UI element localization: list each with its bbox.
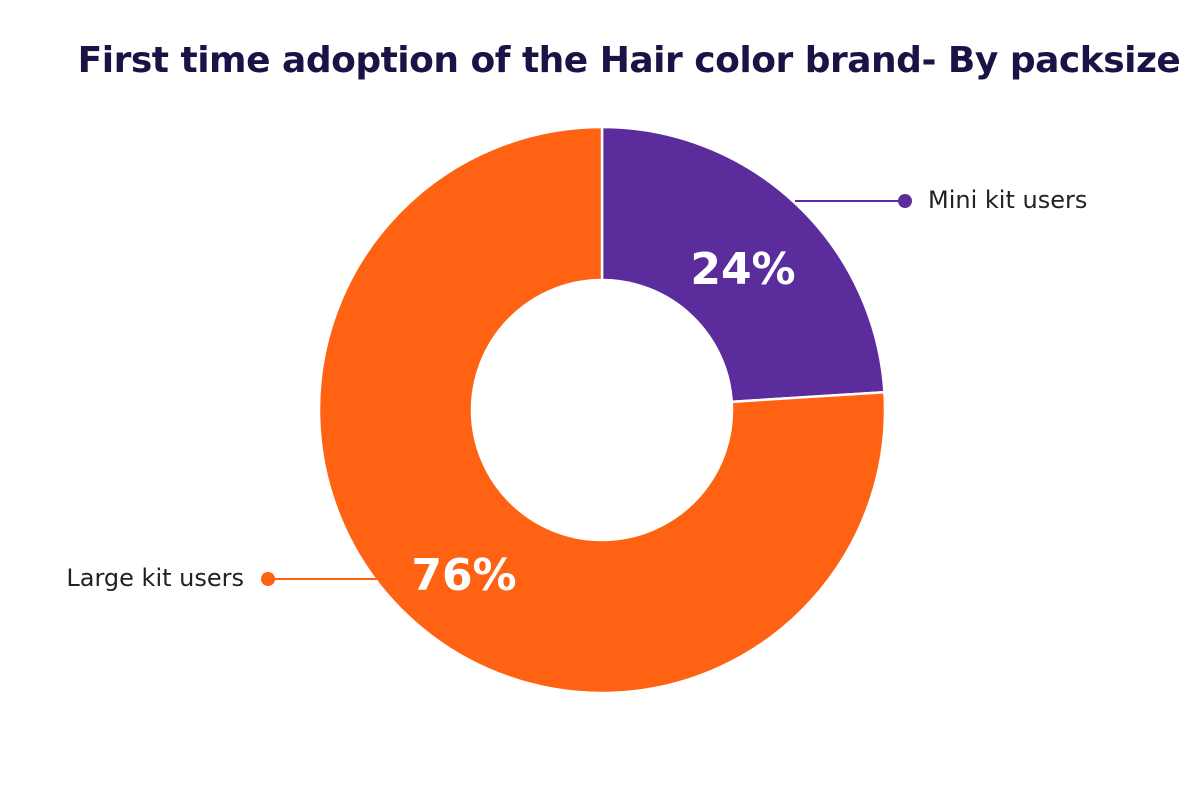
callouts-layer: Mini kit users Large kit users <box>66 186 1087 592</box>
slices-layer <box>317 125 887 695</box>
callout-dot-large-kit-users <box>261 572 275 586</box>
value-label-large-kit-users: 76% <box>411 550 516 601</box>
slice-large-kit-users <box>317 125 887 695</box>
slice-mini-kit-users <box>600 125 886 404</box>
callout-label-mini-kit-users: Mini kit users <box>928 186 1087 214</box>
chart-title: First time adoption of the Hair color br… <box>77 40 1181 81</box>
callout-dot-mini-kit-users <box>898 194 912 208</box>
callout-label-large-kit-users: Large kit users <box>66 564 244 592</box>
value-labels-layer: 24% 76% <box>411 244 795 601</box>
value-label-mini-kit-users: 24% <box>690 244 795 295</box>
